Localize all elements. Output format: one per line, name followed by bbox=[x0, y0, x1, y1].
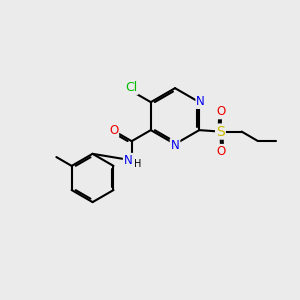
Text: O: O bbox=[109, 124, 118, 136]
Text: H: H bbox=[134, 159, 142, 169]
Text: N: N bbox=[196, 95, 205, 108]
Text: S: S bbox=[216, 124, 225, 139]
Text: O: O bbox=[216, 105, 226, 119]
Text: N: N bbox=[171, 139, 179, 152]
Text: Cl: Cl bbox=[125, 81, 138, 94]
Text: N: N bbox=[124, 154, 133, 167]
Text: O: O bbox=[216, 145, 226, 158]
